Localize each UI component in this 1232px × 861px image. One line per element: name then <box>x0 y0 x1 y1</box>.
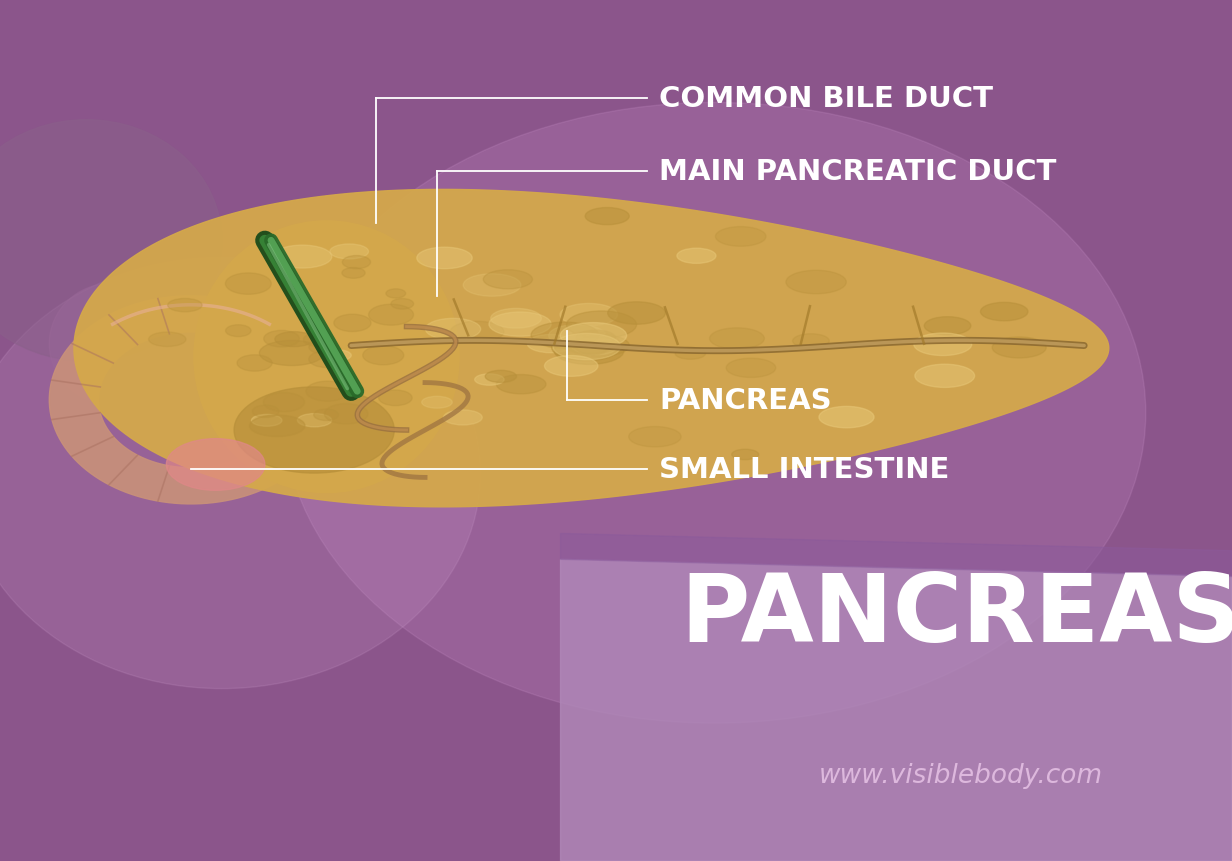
Ellipse shape <box>716 227 766 247</box>
Text: PANCREAS: PANCREAS <box>681 570 1232 661</box>
Ellipse shape <box>342 268 365 279</box>
Ellipse shape <box>166 439 265 491</box>
Ellipse shape <box>309 351 345 369</box>
Ellipse shape <box>195 222 460 492</box>
Ellipse shape <box>225 325 251 338</box>
Ellipse shape <box>585 208 630 226</box>
Ellipse shape <box>552 335 620 362</box>
Ellipse shape <box>786 271 846 294</box>
Ellipse shape <box>303 333 333 347</box>
Ellipse shape <box>314 410 339 421</box>
Ellipse shape <box>391 299 414 310</box>
Ellipse shape <box>915 365 975 388</box>
Ellipse shape <box>819 407 873 428</box>
Ellipse shape <box>49 284 172 405</box>
Ellipse shape <box>489 313 551 337</box>
Ellipse shape <box>792 334 829 349</box>
Ellipse shape <box>264 331 299 348</box>
Ellipse shape <box>992 338 1046 358</box>
Text: PANCREAS: PANCREAS <box>659 387 832 414</box>
Ellipse shape <box>386 289 405 299</box>
Ellipse shape <box>253 406 278 418</box>
Ellipse shape <box>554 338 623 365</box>
Ellipse shape <box>531 323 599 349</box>
Ellipse shape <box>421 397 452 409</box>
Ellipse shape <box>483 270 532 289</box>
Ellipse shape <box>450 322 504 343</box>
Ellipse shape <box>342 257 371 269</box>
Text: SMALL INTESTINE: SMALL INTESTINE <box>659 455 950 483</box>
Ellipse shape <box>323 350 351 362</box>
Ellipse shape <box>275 332 313 347</box>
Ellipse shape <box>572 338 617 356</box>
Ellipse shape <box>545 356 598 377</box>
Ellipse shape <box>283 103 1146 723</box>
Ellipse shape <box>416 248 472 269</box>
Ellipse shape <box>914 333 972 356</box>
Polygon shape <box>561 534 1232 577</box>
Ellipse shape <box>297 414 331 427</box>
Ellipse shape <box>444 411 482 425</box>
Ellipse shape <box>330 245 368 260</box>
Ellipse shape <box>234 387 394 474</box>
Polygon shape <box>49 296 317 505</box>
Ellipse shape <box>378 391 413 406</box>
Ellipse shape <box>490 309 541 329</box>
Ellipse shape <box>574 336 630 356</box>
Ellipse shape <box>309 342 335 354</box>
Ellipse shape <box>272 245 331 269</box>
Text: COMMON BILE DUCT: COMMON BILE DUCT <box>659 85 993 113</box>
Text: www.visiblebody.com: www.visiblebody.com <box>819 762 1103 788</box>
Ellipse shape <box>362 346 404 365</box>
Ellipse shape <box>149 332 186 347</box>
Ellipse shape <box>628 427 681 448</box>
Ellipse shape <box>485 371 516 383</box>
Ellipse shape <box>368 305 414 325</box>
Ellipse shape <box>562 332 620 355</box>
Ellipse shape <box>732 449 759 460</box>
Ellipse shape <box>474 375 504 386</box>
Ellipse shape <box>225 274 271 295</box>
Ellipse shape <box>251 415 282 427</box>
Ellipse shape <box>567 312 637 339</box>
Ellipse shape <box>527 335 574 353</box>
Ellipse shape <box>561 323 627 349</box>
Ellipse shape <box>425 319 480 340</box>
Ellipse shape <box>675 348 706 360</box>
Ellipse shape <box>607 302 665 325</box>
Ellipse shape <box>0 258 480 689</box>
Ellipse shape <box>324 404 368 424</box>
Polygon shape <box>74 190 1109 507</box>
Ellipse shape <box>676 249 716 264</box>
Ellipse shape <box>726 359 776 378</box>
Ellipse shape <box>496 375 546 394</box>
Ellipse shape <box>237 356 272 372</box>
Ellipse shape <box>463 275 521 297</box>
Ellipse shape <box>981 303 1027 321</box>
Polygon shape <box>561 560 1232 861</box>
Ellipse shape <box>306 381 349 402</box>
Ellipse shape <box>924 318 971 336</box>
Ellipse shape <box>710 328 764 350</box>
Ellipse shape <box>0 121 222 362</box>
Text: MAIN PANCREATIC DUCT: MAIN PANCREATIC DUCT <box>659 158 1057 186</box>
Ellipse shape <box>250 416 306 437</box>
Ellipse shape <box>561 304 617 326</box>
Ellipse shape <box>561 333 615 354</box>
Ellipse shape <box>548 325 606 347</box>
Ellipse shape <box>334 315 371 332</box>
Ellipse shape <box>573 343 607 356</box>
Ellipse shape <box>168 299 202 313</box>
Ellipse shape <box>264 393 304 412</box>
Ellipse shape <box>553 334 621 361</box>
Ellipse shape <box>577 331 616 346</box>
Ellipse shape <box>260 341 324 366</box>
